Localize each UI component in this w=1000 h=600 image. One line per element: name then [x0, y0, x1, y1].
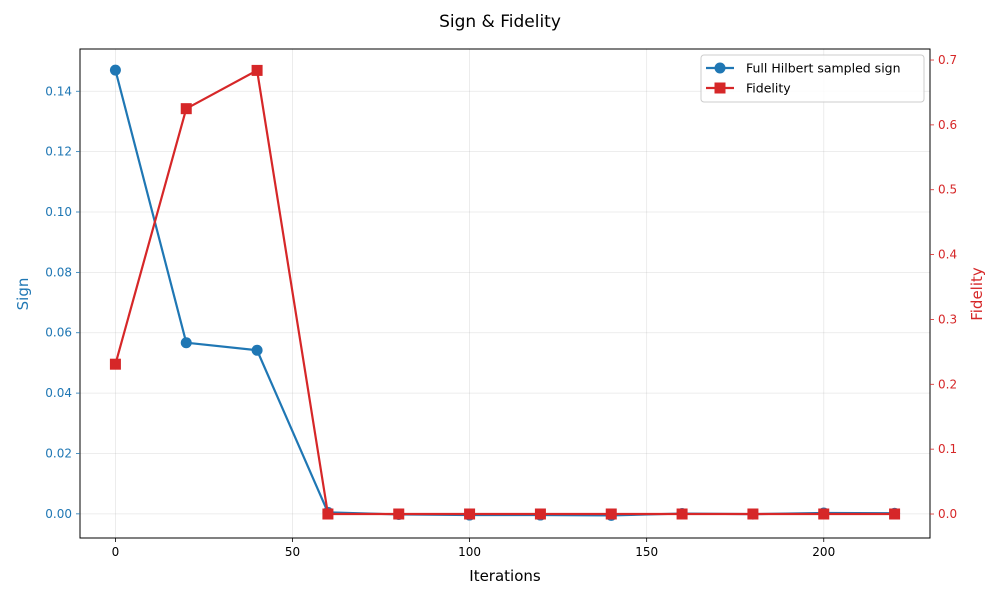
legend-label-fidelity: Fidelity [746, 81, 791, 96]
data-point-fidelity [534, 508, 546, 520]
plot-series [109, 64, 901, 521]
right-axis-ticks: 0.0 0.1 0.2 0.3 0.4 0.5 0.6 0.7 [930, 53, 957, 521]
left-tick-label: 0.10 [45, 205, 72, 219]
right-tick-label: 0.0 [938, 507, 957, 521]
data-point-fidelity [605, 508, 617, 520]
data-point-sign [180, 337, 192, 349]
left-tick-label: 0.14 [45, 84, 72, 98]
right-tick-label: 0.4 [938, 248, 957, 262]
x-tick-label: 200 [812, 545, 835, 559]
right-axis-label: Fidelity [968, 267, 986, 321]
left-axis-ticks: 0.00 0.02 0.04 0.06 0.08 0.10 0.12 0.14 [45, 84, 80, 521]
x-tick-label: 100 [458, 545, 481, 559]
data-point-sign [109, 64, 121, 76]
plot-frame [79, 48, 931, 539]
data-point-fidelity [180, 103, 192, 115]
right-tick-label: 0.5 [938, 183, 957, 197]
data-point-fidelity [251, 64, 263, 76]
x-axis-ticks: 0 50 100 150 200 [112, 538, 835, 559]
legend-box [700, 54, 925, 103]
data-point-fidelity [464, 508, 476, 520]
x-tick-label: 50 [285, 545, 300, 559]
data-point-fidelity [889, 508, 901, 520]
left-tick-label: 0.12 [45, 145, 72, 159]
chart-title: Sign & Fidelity [439, 12, 561, 32]
series-line-0 [114, 69, 895, 517]
data-point-fidelity [747, 508, 759, 520]
legend: Full Hilbert sampled sign Fidelity [700, 54, 925, 103]
right-tick-label: 0.3 [938, 312, 957, 326]
right-tick-label: 0.1 [938, 442, 957, 456]
data-point-fidelity [322, 508, 334, 520]
legend-marker-sign [714, 62, 726, 74]
x-tick-label: 150 [635, 545, 658, 559]
x-tick-label: 0 [112, 545, 120, 559]
left-tick-label: 0.04 [45, 386, 72, 400]
left-tick-label: 0.02 [45, 446, 72, 460]
data-point-fidelity [818, 508, 830, 520]
left-tick-label: 0.00 [45, 507, 72, 521]
right-tick-label: 0.2 [938, 377, 957, 391]
grid [80, 49, 930, 538]
data-point-fidelity [109, 358, 121, 370]
x-axis-label: Iterations [469, 567, 541, 585]
right-tick-label: 0.6 [938, 118, 957, 132]
series-line-1 [114, 69, 895, 516]
left-tick-label: 0.08 [45, 265, 72, 279]
data-point-sign [251, 344, 263, 356]
legend-marker-fidelity [714, 82, 726, 94]
right-tick-label: 0.7 [938, 53, 957, 67]
left-axis-label: Sign [14, 278, 32, 311]
data-point-fidelity [393, 508, 405, 520]
left-tick-label: 0.06 [45, 326, 72, 340]
legend-label-sign: Full Hilbert sampled sign [746, 61, 901, 76]
data-point-fidelity [676, 508, 688, 520]
